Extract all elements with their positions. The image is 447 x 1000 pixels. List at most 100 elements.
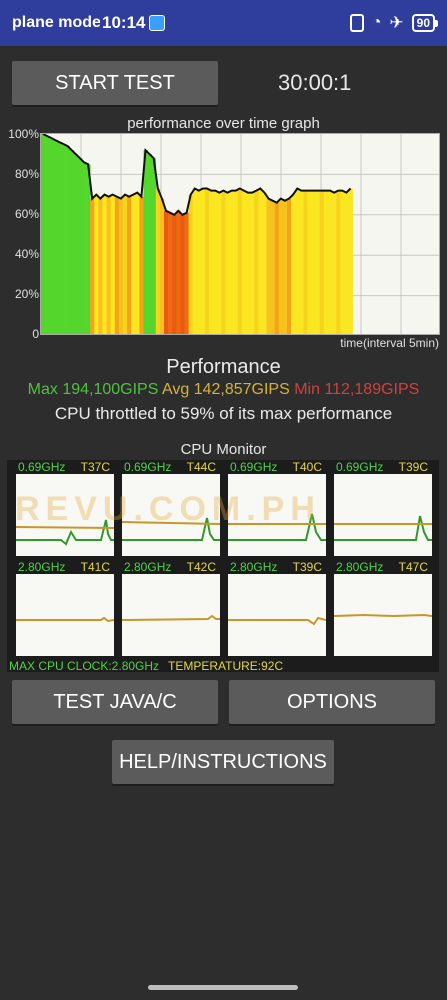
performance-bar bbox=[164, 210, 169, 334]
performance-bar bbox=[135, 192, 140, 334]
performance-bar bbox=[336, 190, 341, 334]
performance-bar bbox=[209, 190, 214, 334]
status-bar: plane mode 10:14 ◔ ✈ 90 bbox=[0, 0, 447, 46]
performance-bar bbox=[118, 198, 124, 334]
core-frequency: 0.69GHz bbox=[336, 460, 384, 474]
performance-bar bbox=[86, 164, 91, 334]
performance-bar bbox=[123, 194, 128, 334]
min-gips: Min 112,189GIPS bbox=[294, 381, 420, 398]
performance-bar bbox=[159, 198, 165, 334]
performance-bar bbox=[270, 200, 275, 334]
performance-bar bbox=[192, 188, 198, 334]
core-plot-svg bbox=[122, 517, 220, 541]
vibrate-icon bbox=[349, 14, 364, 32]
core-temperature: T39C bbox=[398, 460, 428, 474]
core-frequency: 0.69GHz bbox=[124, 460, 172, 474]
performance-bar bbox=[49, 138, 54, 334]
performance-bar bbox=[147, 154, 152, 334]
max-cpu-clock: MAX CPU CLOCK:2.80GHz bbox=[9, 659, 160, 673]
performance-bar bbox=[246, 192, 251, 334]
performance-bar bbox=[295, 188, 300, 334]
core-temperature: T44C bbox=[186, 460, 216, 474]
performance-bar bbox=[82, 162, 87, 334]
performance-bar bbox=[45, 136, 50, 334]
performance-bar bbox=[323, 190, 329, 334]
performance-bar bbox=[315, 190, 321, 334]
performance-bar bbox=[172, 214, 177, 334]
core-plot bbox=[122, 474, 220, 556]
core-temperature: T47C bbox=[398, 560, 428, 574]
core-frequency: 0.69GHz bbox=[230, 460, 278, 474]
core-plot bbox=[334, 574, 432, 656]
core-frequency: 2.80GHz bbox=[230, 560, 278, 574]
y-tick-label: 20% bbox=[14, 287, 39, 301]
performance-bar bbox=[98, 198, 103, 334]
core-plot bbox=[334, 474, 432, 556]
graph-title: performance over time graph bbox=[127, 115, 320, 132]
performance-bar bbox=[151, 158, 157, 334]
performance-line bbox=[42, 134, 352, 217]
max-gips: Max 194,100GIPS bbox=[27, 381, 159, 398]
y-tick-label: 100% bbox=[8, 127, 39, 141]
cpu-monitor: 0.69GHz T37C 0.69GHz T44C 0.69GHz T40C 0.69… bbox=[7, 460, 439, 672]
performance-bar bbox=[221, 190, 226, 334]
performance-bar bbox=[299, 190, 304, 334]
core-plot-svg bbox=[228, 513, 326, 541]
performance-stats: Max 194,100GIPS Avg 142,857GIPS Min 112,… bbox=[0, 381, 447, 399]
core-plot-svg bbox=[122, 614, 220, 621]
performance-bar bbox=[328, 190, 333, 334]
performance-bar bbox=[114, 196, 120, 334]
y-tick-label: 60% bbox=[14, 207, 39, 221]
core-temperature: T39C bbox=[292, 560, 322, 574]
cpu-core-1: 0.69GHz T44C bbox=[122, 460, 220, 556]
core-plot bbox=[228, 574, 326, 656]
avg-gips: Avg 142,857GIPS bbox=[161, 381, 290, 398]
performance-bar bbox=[69, 150, 75, 334]
cpu-core-5: 2.80GHz T42C bbox=[122, 560, 220, 656]
performance-bar bbox=[205, 188, 210, 334]
performance-bar bbox=[213, 190, 218, 334]
core-temperature: T40C bbox=[292, 460, 322, 474]
core-temperature: T42C bbox=[186, 560, 216, 574]
performance-graph bbox=[40, 133, 440, 335]
performance-bar bbox=[287, 198, 292, 334]
performance-bar bbox=[184, 212, 189, 334]
options-button[interactable]: OPTIONS bbox=[229, 680, 435, 724]
gesture-nav-bar[interactable] bbox=[148, 985, 298, 990]
performance-bar bbox=[282, 200, 288, 334]
performance-bar bbox=[57, 142, 62, 334]
throttle-text: CPU throttled to 59% of its max performa… bbox=[54, 404, 393, 423]
core-plot-svg bbox=[334, 515, 432, 541]
core-plot-svg bbox=[334, 613, 432, 618]
test-timer: 30:00:1 bbox=[278, 70, 352, 95]
start-test-button[interactable]: START TEST bbox=[12, 61, 218, 105]
y-tick-label: 40% bbox=[14, 247, 39, 261]
performance-title: Performance bbox=[166, 356, 281, 378]
performance-bar bbox=[217, 192, 222, 334]
performance-bar bbox=[241, 190, 247, 334]
cpu-core-6: 2.80GHz T39C bbox=[228, 560, 326, 656]
battery-icon: 90 bbox=[411, 14, 439, 32]
cpu-temperature: TEMPERATURE:92C bbox=[168, 659, 284, 673]
performance-bar bbox=[262, 192, 267, 334]
core-plot bbox=[228, 474, 326, 556]
performance-bar bbox=[200, 188, 206, 334]
test-java-button[interactable]: TEST JAVA/C bbox=[12, 680, 218, 724]
y-tick-label: 0 bbox=[32, 327, 39, 341]
performance-graph-svg bbox=[41, 134, 439, 334]
performance-bar bbox=[180, 214, 185, 334]
core-plot-svg bbox=[228, 616, 326, 626]
performance-bar bbox=[274, 202, 280, 334]
performance-bar bbox=[94, 194, 99, 334]
help-instructions-button[interactable]: HELP/INSTRUCTIONS bbox=[112, 740, 334, 784]
performance-bar bbox=[237, 188, 243, 334]
performance-bar bbox=[61, 144, 66, 334]
performance-bar bbox=[41, 134, 46, 334]
core-plot bbox=[16, 474, 114, 556]
core-frequency: 2.80GHz bbox=[336, 560, 384, 574]
cpu-core-7: 2.80GHz T47C bbox=[334, 560, 432, 656]
performance-bar bbox=[188, 194, 193, 334]
performance-bar bbox=[303, 190, 308, 334]
performance-bar bbox=[319, 190, 325, 334]
performance-bar bbox=[229, 190, 234, 334]
